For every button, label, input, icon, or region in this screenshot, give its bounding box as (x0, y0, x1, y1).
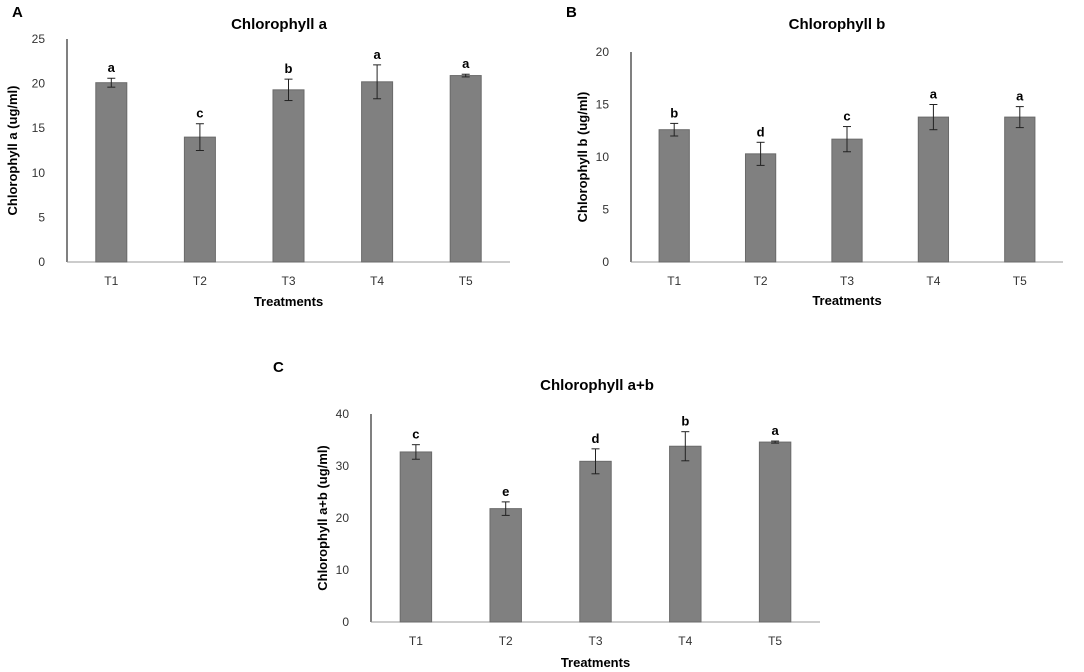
y-tick-label: 15 (32, 121, 46, 135)
panel-letter: B (566, 4, 577, 21)
chart-panel-c: C Chlorophyll a+b 0 10 20 30 40 Chlorophyll a+b… (273, 359, 820, 670)
y-tick-label: 40 (336, 407, 350, 421)
bar-t1 (658, 129, 690, 263)
x-tick-label: T5 (459, 274, 473, 288)
x-tick-label: T3 (281, 274, 295, 288)
significance-label: d (592, 431, 600, 446)
bar-t2 (489, 508, 522, 623)
chart-panel-a: A Chlorophyll a 0 5 10 15 20 25 Chlorophyll a (u… (5, 4, 510, 309)
bar-t3 (272, 89, 305, 263)
chart-title: Chlorophyll b (789, 16, 886, 33)
y-tick-label: 20 (596, 45, 610, 59)
significance-label: a (108, 60, 116, 75)
x-tick-label: T5 (768, 634, 782, 648)
bar-t5 (758, 441, 792, 623)
bar-t1 (95, 82, 128, 263)
y-tick-label: 30 (336, 459, 350, 473)
x-tick-label: T5 (1013, 274, 1027, 288)
bar-t2 (744, 153, 777, 263)
y-tick-label: 20 (32, 77, 46, 91)
x-axis-label: Treatments (254, 294, 323, 309)
chart-title: Chlorophyll a (231, 16, 327, 33)
y-tick-label: 5 (38, 210, 45, 224)
bar-t1 (399, 451, 433, 623)
significance-label: a (1016, 89, 1024, 104)
y-tick-label: 10 (596, 150, 610, 164)
chart-title: Chlorophyll a+b (540, 377, 654, 394)
y-tick-label: 0 (342, 615, 349, 629)
bar-t4 (361, 81, 394, 263)
chart-panel-b: B Chlorophyll b 0 5 10 15 20 Chlorophyll b (ug/… (566, 4, 1063, 308)
x-tick-label: T4 (926, 274, 940, 288)
panel-letter: C (273, 359, 284, 376)
x-tick-label: T1 (667, 274, 681, 288)
y-axis-label: Chlorophyll a+b (ug/ml) (315, 445, 330, 591)
x-axis-label: Treatments (561, 655, 630, 670)
x-tick-label: T2 (499, 634, 513, 648)
y-tick-label: 15 (596, 98, 610, 112)
bar-t3 (831, 138, 863, 263)
significance-label: c (412, 427, 419, 442)
x-tick-label: T4 (678, 634, 692, 648)
significance-label: b (285, 61, 293, 76)
y-tick-label: 10 (32, 166, 46, 180)
significance-label: d (757, 124, 765, 139)
panel-letter: A (12, 4, 23, 21)
x-tick-label: T3 (840, 274, 854, 288)
x-tick-label: T2 (754, 274, 768, 288)
x-tick-label: T4 (370, 274, 384, 288)
bar-t2 (183, 136, 216, 263)
y-tick-label: 0 (38, 255, 45, 269)
significance-label: c (843, 109, 850, 124)
x-tick-label: T3 (588, 634, 602, 648)
significance-label: b (670, 105, 678, 120)
y-axis-label: Chlorophyll a (ug/ml) (5, 86, 20, 216)
y-axis-label: Chlorophyll b (ug/ml) (575, 92, 590, 223)
bar-t3 (579, 460, 612, 623)
significance-label: e (502, 484, 509, 499)
bar-t5 (1004, 116, 1036, 263)
bar-t4 (917, 116, 950, 263)
significance-label: b (681, 414, 689, 429)
y-tick-label: 25 (32, 32, 46, 46)
significance-label: a (373, 47, 381, 62)
significance-label: a (930, 87, 938, 102)
significance-label: a (771, 423, 779, 438)
y-tick-label: 0 (602, 255, 609, 269)
x-tick-label: T1 (104, 274, 118, 288)
y-tick-label: 10 (336, 563, 350, 577)
bar-t5 (449, 75, 482, 263)
x-axis-label: Treatments (812, 293, 881, 308)
x-tick-label: T2 (193, 274, 207, 288)
y-tick-label: 20 (336, 511, 350, 525)
x-tick-label: T1 (409, 634, 423, 648)
bar-t4 (669, 445, 702, 623)
significance-label: a (462, 56, 470, 71)
significance-label: c (196, 106, 203, 121)
y-tick-label: 5 (602, 203, 609, 217)
